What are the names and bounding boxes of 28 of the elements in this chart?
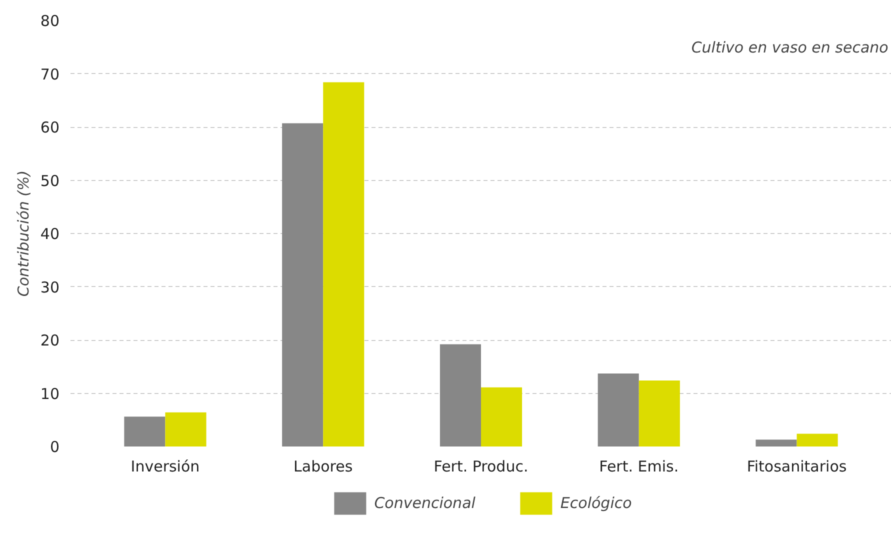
x-tick-label: Fert. Produc. [434,458,528,476]
bar [165,412,206,446]
bar [124,416,166,446]
y-tick-label: 60 [40,118,60,136]
bar [282,123,324,446]
y-tick-label: 80 [40,12,60,30]
bar [756,440,797,446]
legend-label: Convencional [374,494,476,512]
y-axis-title: Contribución (%) [14,170,32,297]
bar [638,380,680,446]
annotation: Cultivo en vaso en secano [691,38,888,57]
bar [598,374,639,446]
y-tick-label: 50 [40,172,60,190]
y-tick-label: 20 [40,332,60,350]
bar [440,344,481,446]
x-tick-label: Fert. Emis. [599,458,679,476]
y-tick-label: 10 [40,384,60,403]
x-tick-label: Inversión [130,458,200,476]
y-tick-label: 70 [40,65,60,84]
x-tick-label: Fitosanitarios [746,458,847,476]
y-tick-label: 40 [40,225,60,243]
y-tick-label: 30 [40,278,60,296]
legend-label: Ecológico [560,494,632,512]
bar [481,387,522,446]
bar [323,82,364,446]
y-tick-label: 0 [50,438,60,456]
x-tick-label: Labores [294,458,353,476]
bar [796,434,838,446]
